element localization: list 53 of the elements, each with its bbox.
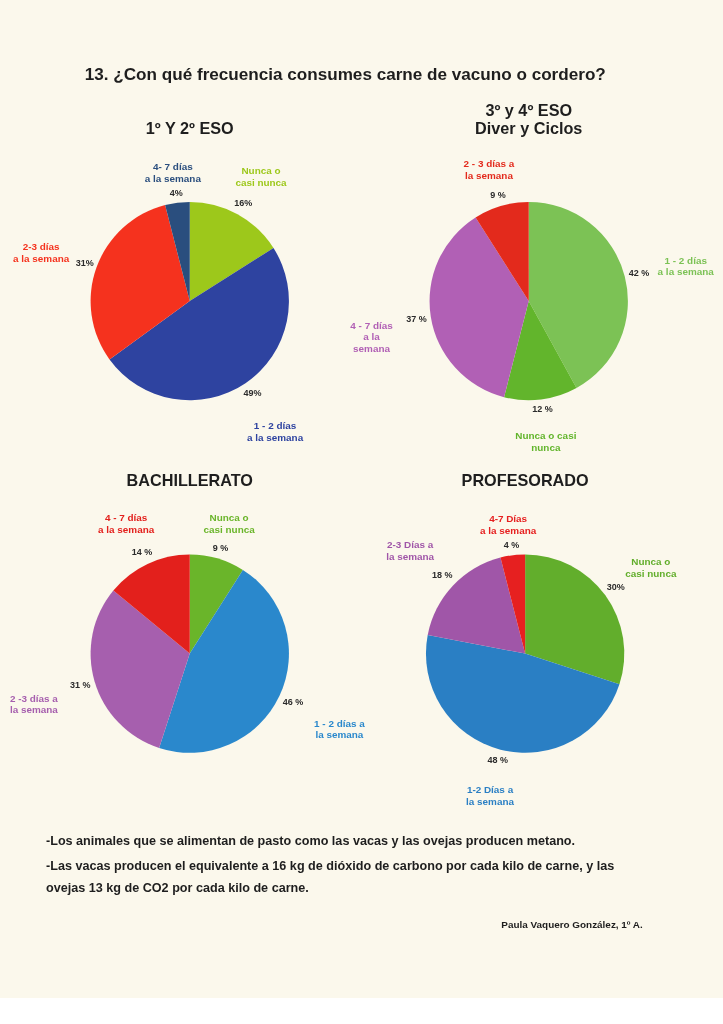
slice-label: 1 - 2 días a la semana	[657, 254, 715, 278]
pie-slice	[189, 201, 274, 302]
pie-slice	[528, 201, 628, 389]
text: 13. ¿Con qué frecuencia consumes carne de vacuno o cordero?	[84, 64, 606, 84]
data-label: 48 %	[487, 755, 508, 766]
pie-slice	[426, 635, 620, 753]
slice-label: 1-2 Días a la semana	[466, 784, 515, 807]
data-label: 9 %	[212, 542, 229, 553]
data-label: 16%	[234, 198, 253, 209]
data-label: 49%	[243, 388, 262, 399]
text: -Las vacas producen el equivalente a 16 kg de dióxido de carbono por cada kilo de carne, y las ovejas 13 kg de CO2 por cada kilo de carne.	[45, 859, 615, 896]
chart-title: BACHILLERATO	[126, 471, 253, 490]
chart-title: 1º Y 2º ESO	[145, 118, 234, 137]
slice-label: Nunca o casi nunca	[515, 430, 577, 453]
slice-label: 1 - 2 días a la semana	[246, 420, 304, 444]
slice-label: 4 - 7 días a la semana	[350, 319, 394, 355]
text: Paula Vaquero González, 1º A.	[501, 919, 644, 931]
slice-label: 4 - 7 días a la semana	[98, 512, 155, 535]
slice-label: 2 -3 días a la semana	[9, 692, 59, 716]
pie-slice	[475, 201, 529, 302]
slice-label: 1 - 2 días a la semana	[314, 717, 366, 741]
pie-slice	[500, 554, 526, 654]
slice-label: Nunca o casi nunca	[625, 556, 677, 579]
pie-slice	[90, 590, 190, 748]
text: -Los animales que se alimentan de pasto como las vacas y las ovejas producen metano.	[45, 834, 576, 849]
data-label: 14 %	[131, 547, 153, 557]
slice-label: 2-3 Días a la semana	[386, 539, 435, 563]
chart-title: 3º y 4º ESO Diver y Ciclos	[475, 100, 583, 137]
data-label: 30%	[606, 582, 625, 593]
data-label: 42 %	[628, 267, 650, 278]
data-label: 4%	[169, 187, 183, 198]
data-label: 9 %	[490, 190, 506, 201]
pie-slice	[504, 301, 577, 401]
data-label: 46 %	[282, 696, 304, 707]
data-label: 31 %	[70, 680, 91, 691]
data-label: 31%	[75, 257, 94, 268]
data-label: 4 %	[503, 540, 520, 551]
slice-label: Nunca o casi nunca	[235, 165, 288, 188]
slice-label: 4-7 Días a la semana	[480, 512, 537, 536]
slice-label: Nunca o casi nunca	[203, 511, 256, 535]
pie-slice	[525, 554, 625, 685]
pie-slice	[429, 217, 529, 398]
slice-label: 2 - 3 días a la semana	[463, 157, 515, 181]
slice-label: 4- 7 días a la semana	[144, 160, 202, 184]
pie-slice	[165, 201, 190, 302]
slice-label: 2-3 días a la semana	[13, 241, 70, 265]
pie-slice	[113, 554, 190, 654]
data-label: 37 %	[406, 313, 427, 324]
data-label: 18 %	[431, 570, 453, 581]
pie-slice	[189, 554, 243, 654]
chart-title: PROFESORADO	[461, 471, 589, 490]
data-label: 12 %	[532, 404, 553, 415]
pie-slice	[109, 247, 289, 401]
